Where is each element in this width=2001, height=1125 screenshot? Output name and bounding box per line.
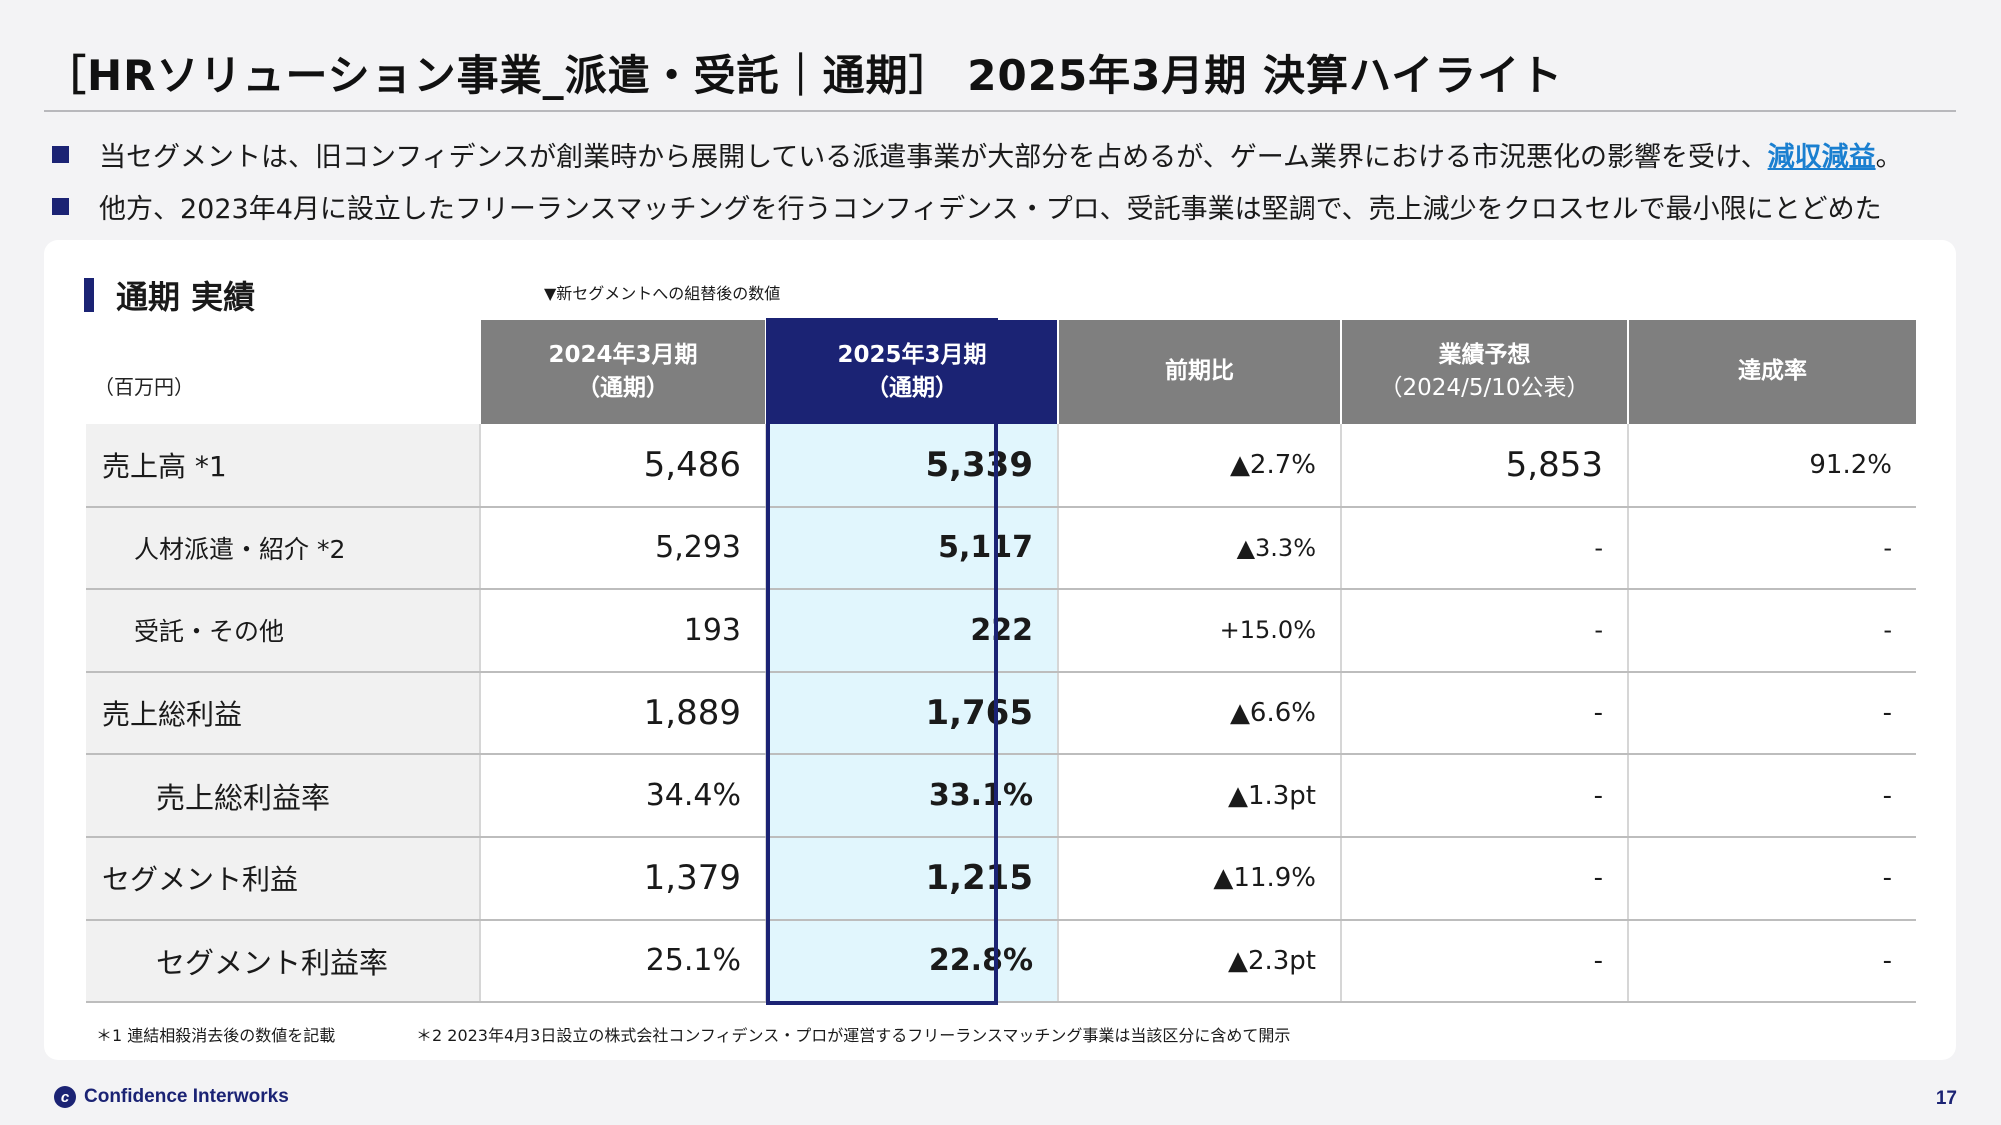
row-label: 人材派遣・紹介 *2 — [86, 506, 480, 591]
footnotes: ＊1 連結相殺消去後の数値を記載 ＊2 2023年4月3日設立の株式会社コンフィ… — [96, 1022, 1290, 1046]
cell-forecast: - — [1340, 506, 1628, 591]
unit-label: （百万円） — [86, 320, 480, 424]
row-label: 売上高 *1 — [86, 424, 480, 508]
footnote-2: ＊2 2023年4月3日設立の株式会社コンフィデンス・プロが運営するフリーランス… — [416, 1026, 1291, 1045]
cell-achieve: - — [1627, 506, 1916, 591]
table-row: 受託・その他 193 222 +15.0% - - — [86, 589, 1916, 673]
cell-curr: 33.1% — [765, 754, 1058, 838]
cell-forecast: 5,853 — [1340, 424, 1628, 508]
table-row: 売上総利益 1,889 1,765 ▲6.6% - - — [86, 671, 1916, 756]
cell-prev: 1,889 — [479, 671, 766, 756]
cell-prev: 5,293 — [479, 506, 766, 591]
cell-achieve: - — [1627, 754, 1916, 838]
header-yoy: 前期比 — [1057, 320, 1341, 424]
table-row: 人材派遣・紹介 *2 5,293 5,117 ▲3.3% - - — [86, 506, 1916, 591]
cell-prev: 193 — [479, 589, 766, 673]
row-label: セグメント利益 — [86, 836, 480, 921]
bullet-item: 他方、2023年4月に設立したフリーランスマッチングを行うコンフィデンス・プロ、… — [52, 180, 1972, 232]
cell-yoy: ▲1.3pt — [1057, 754, 1341, 838]
logo-mark-icon: c — [54, 1086, 76, 1108]
section-heading: 通期 実績 — [84, 272, 255, 318]
cell-forecast: - — [1340, 589, 1628, 673]
row-label: 受託・その他 — [86, 589, 480, 673]
cell-curr: 222 — [765, 589, 1058, 673]
cell-prev: 5,486 — [479, 424, 766, 508]
cell-prev: 25.1% — [479, 919, 766, 1004]
header-curr: 2025年3月期 （通期） — [765, 320, 1058, 424]
cell-prev: 1,379 — [479, 836, 766, 921]
bullet-item: 当セグメントは、旧コンフィデンスが創業時から展開している派遣事業が大部分を占める… — [52, 128, 1972, 180]
cell-forecast: - — [1340, 919, 1628, 1004]
row-label: 売上総利益 — [86, 671, 480, 756]
header-forecast: 業績予想 （2024/5/10公表） — [1340, 320, 1628, 424]
cell-curr: 1,215 — [765, 836, 1058, 921]
bullet-list: 当セグメントは、旧コンフィデンスが創業時から展開している派遣事業が大部分を占める… — [52, 128, 1972, 232]
cell-achieve: 91.2% — [1627, 424, 1916, 508]
table-header-row: （百万円） 2024年3月期 （通期） 2025年3月期 （通期） 前期比 業績予想… — [86, 320, 1916, 424]
results-table: （百万円） 2024年3月期 （通期） 2025年3月期 （通期） 前期比 業績予想… — [86, 320, 1916, 1004]
logo-text: Confidence Interworks — [84, 1086, 289, 1107]
bullet-text: 他方、2023年4月に設立したフリーランスマッチングを行うコンフィデンス・プロ、… — [99, 193, 1882, 225]
footnote-1: ＊1 連結相殺消去後の数値を記載 — [96, 1026, 336, 1045]
highlight-text: 減収減益 — [1767, 141, 1876, 173]
cell-yoy: ▲6.6% — [1057, 671, 1341, 756]
header-prev: 2024年3月期 （通期） — [479, 320, 766, 424]
cell-curr: 1,765 — [765, 671, 1058, 756]
cell-curr: 22.8% — [765, 919, 1058, 1004]
cell-forecast: - — [1340, 836, 1628, 921]
cell-yoy: ▲11.9% — [1057, 836, 1341, 921]
section-bar-icon — [84, 278, 94, 312]
section-title: 通期 実績 — [116, 278, 256, 316]
table-row: 売上総利益率 34.4% 33.1% ▲1.3pt - - — [86, 754, 1916, 838]
bullet-end: 。 — [1875, 141, 1903, 173]
table-row: 売上高 *1 5,486 5,339 ▲2.7% 5,853 91.2% — [86, 424, 1916, 508]
row-label: 売上総利益率 — [86, 754, 480, 838]
cell-achieve: - — [1627, 836, 1916, 921]
square-bullet-icon — [52, 145, 69, 163]
row-label: セグメント利益率 — [86, 919, 480, 1004]
cell-yoy: ▲2.3pt — [1057, 919, 1341, 1004]
cell-achieve: - — [1627, 671, 1916, 756]
table-row: セグメント利益率 25.1% 22.8% ▲2.3pt - - — [86, 919, 1916, 1004]
page-number: 17 — [1935, 1088, 1957, 1109]
cell-yoy: +15.0% — [1057, 589, 1341, 673]
cell-yoy: ▲3.3% — [1057, 506, 1341, 591]
cell-achieve: - — [1627, 589, 1916, 673]
cell-curr: 5,117 — [765, 506, 1058, 591]
results-panel: 通期 実績 ▼新セグメントへの組替後の数値 （百万円） 2024年3月期 （通期）… — [44, 240, 1956, 1060]
cell-yoy: ▲2.7% — [1057, 424, 1341, 508]
bullet-text: 当セグメントは、旧コンフィデンスが創業時から展開している派遣事業が大部分を占める… — [99, 141, 1768, 173]
segment-note: ▼新セグメントへの組替後の数値 — [544, 284, 781, 303]
cell-forecast: - — [1340, 671, 1628, 756]
cell-curr: 5,339 — [765, 424, 1058, 508]
header-achieve: 達成率 — [1627, 320, 1916, 424]
cell-achieve: - — [1627, 919, 1916, 1004]
company-logo: c Confidence Interworks — [54, 1086, 289, 1108]
square-bullet-icon — [52, 197, 69, 215]
page-title: ［HRソリューション事業_派遣・受託｜通期］ 2025年3月期 決算ハイライト — [44, 51, 1564, 100]
title-divider — [44, 110, 1956, 112]
cell-forecast: - — [1340, 754, 1628, 838]
table-row: セグメント利益 1,379 1,215 ▲11.9% - - — [86, 836, 1916, 921]
cell-prev: 34.4% — [479, 754, 766, 838]
